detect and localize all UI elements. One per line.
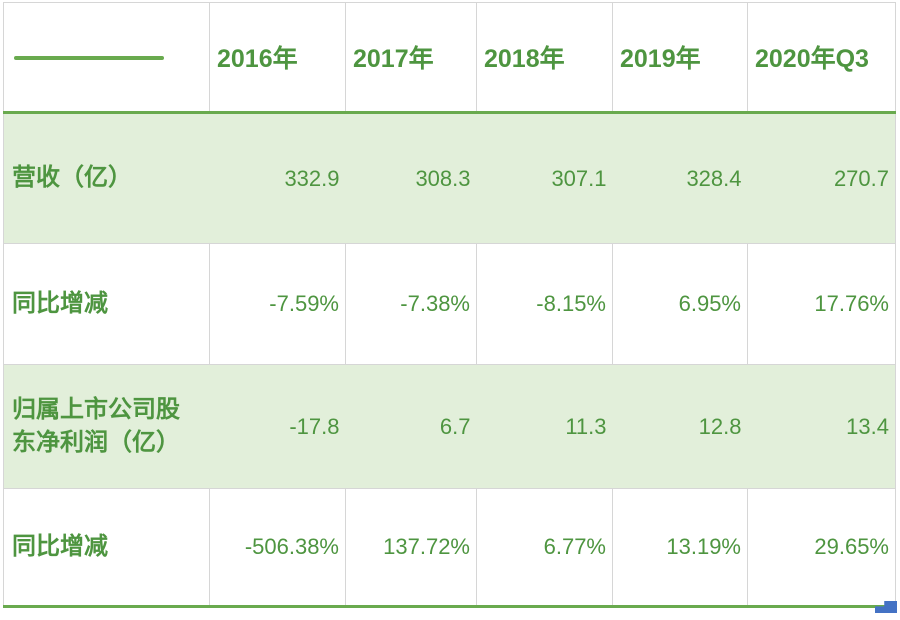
table-cell[interactable]: 6.77%: [476, 488, 613, 608]
row-label-text: 同比增减: [12, 289, 108, 317]
table-cell[interactable]: 13.4: [747, 364, 896, 489]
row-label-net-profit[interactable]: 归属上市公司股东净利润（亿）: [3, 364, 210, 489]
table-cell[interactable]: -17.8: [209, 364, 346, 489]
table-cell[interactable]: -8.15%: [476, 243, 613, 365]
row-revenue: 营收（亿） 332.9 308.3 307.1 328.4 270.7: [3, 112, 896, 244]
header-cell-2020q3[interactable]: 2020年Q3: [747, 2, 896, 114]
financial-table: 2016年 2017年 2018年 2019年 2020年Q3 营收（亿） 33…: [3, 2, 896, 608]
table-cell[interactable]: 12.8: [612, 364, 748, 489]
header-row: 2016年 2017年 2018年 2019年 2020年Q3: [3, 2, 896, 114]
dash-line-icon: [14, 55, 164, 60]
row-label-text: 同比增减: [12, 532, 108, 560]
row-label-revenue[interactable]: 营收（亿）: [3, 112, 210, 244]
table-cell[interactable]: 29.65%: [747, 488, 896, 608]
table-cell[interactable]: 308.3: [345, 112, 477, 244]
table-cell[interactable]: 11.3: [476, 364, 613, 489]
table-cell[interactable]: 137.72%: [345, 488, 477, 608]
row-label-text: 归属上市公司股东净利润（亿）: [12, 396, 180, 456]
header-cell-2016[interactable]: 2016年: [209, 2, 346, 114]
table-cell[interactable]: -506.38%: [209, 488, 346, 608]
table-cell[interactable]: -7.38%: [345, 243, 477, 365]
header-cell-2019[interactable]: 2019年: [612, 2, 748, 114]
row-revenue-yoy: 同比增减 -7.59% -7.38% -8.15% 6.95% 17.76%: [3, 243, 896, 365]
table-cell[interactable]: 270.7: [747, 112, 896, 244]
header-cell-2017[interactable]: 2017年: [345, 2, 477, 114]
table-cell[interactable]: -7.59%: [209, 243, 346, 365]
table-cell[interactable]: 6.7: [345, 364, 477, 489]
header-cell-2018[interactable]: 2018年: [476, 2, 613, 114]
row-net-profit-yoy: 同比增减 -506.38% 137.72% 6.77% 13.19% 29.65…: [3, 488, 896, 608]
table-cell[interactable]: 17.76%: [747, 243, 896, 365]
row-label-net-profit-yoy[interactable]: 同比增减: [3, 488, 210, 608]
row-label-revenue-yoy[interactable]: 同比增减: [3, 243, 210, 365]
table-cell[interactable]: 307.1: [476, 112, 613, 244]
table-cell[interactable]: 328.4: [612, 112, 748, 244]
table-cell[interactable]: 332.9: [209, 112, 346, 244]
row-label-text: 营收（亿）: [12, 164, 132, 192]
table-cell[interactable]: 13.19%: [612, 488, 748, 608]
row-net-profit: 归属上市公司股东净利润（亿） -17.8 6.7 11.3 12.8 13.4: [3, 364, 896, 489]
table-cell[interactable]: 6.95%: [612, 243, 748, 365]
header-corner-cell[interactable]: [3, 2, 210, 114]
